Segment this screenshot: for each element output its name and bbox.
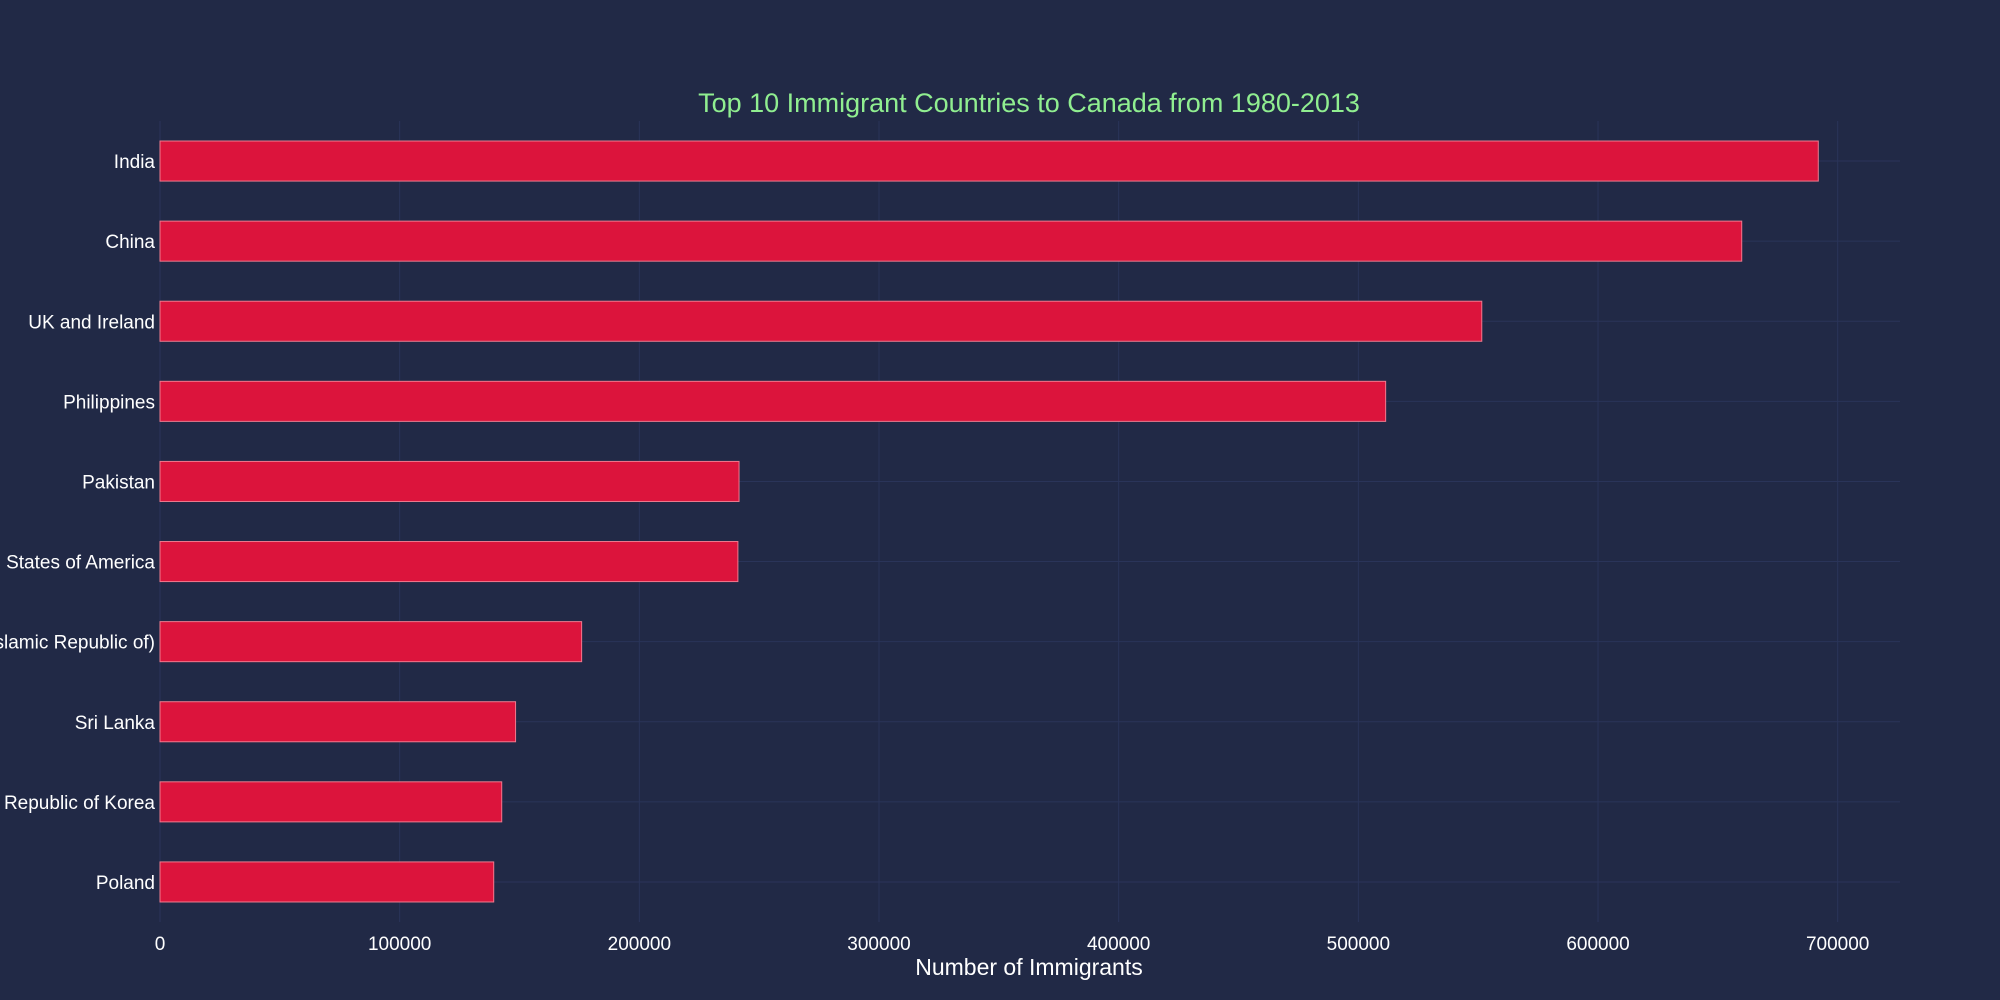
bars — [159, 140, 1819, 903]
category-label: UK and Ireland — [28, 312, 155, 333]
category-label: China — [105, 232, 155, 253]
x-tick-label: 300000 — [847, 934, 910, 955]
category-label: Republic of Korea — [4, 793, 155, 814]
x-tick-label: 100000 — [368, 934, 431, 955]
x-axis-title: Number of Immigrants — [915, 954, 1143, 980]
bar-philippines — [159, 380, 1387, 422]
category-label: India — [114, 152, 156, 173]
bar-poland — [159, 861, 495, 903]
category-label: Sri Lanka — [75, 713, 156, 734]
bar-republic-of-korea — [159, 781, 503, 823]
bar-uk-and-ireland — [159, 300, 1483, 342]
category-labels: India China UK and Ireland Philippines Pakis… — [0, 152, 155, 894]
bar-united-states-of-america — [159, 541, 739, 583]
x-tick-label: 700000 — [1806, 934, 1869, 955]
bar-india — [159, 140, 1819, 182]
x-tick-label: 400000 — [1087, 934, 1150, 955]
x-tick-labels: 0 100000 200000 300000 400000 500000 600000 700… — [155, 934, 1870, 955]
x-tick-label: 200000 — [608, 934, 671, 955]
category-label: Pakistan — [82, 472, 155, 493]
chart-title: Top 10 Immigrant Countries to Canada fro… — [698, 88, 1360, 118]
x-tick-label: 0 — [155, 934, 166, 955]
category-label: Poland — [96, 873, 155, 894]
x-tick-label: 600000 — [1566, 934, 1629, 955]
bar-china — [159, 220, 1743, 262]
bar-pakistan — [159, 460, 740, 502]
category-label: United States of America — [0, 553, 155, 574]
bar-iran-islamic-republic-of — [159, 621, 583, 663]
category-label: Iran (Islamic Republic of) — [0, 633, 155, 654]
x-tick-label: 500000 — [1327, 934, 1390, 955]
bar-sri-lanka — [159, 701, 517, 743]
category-label: Philippines — [63, 392, 155, 413]
